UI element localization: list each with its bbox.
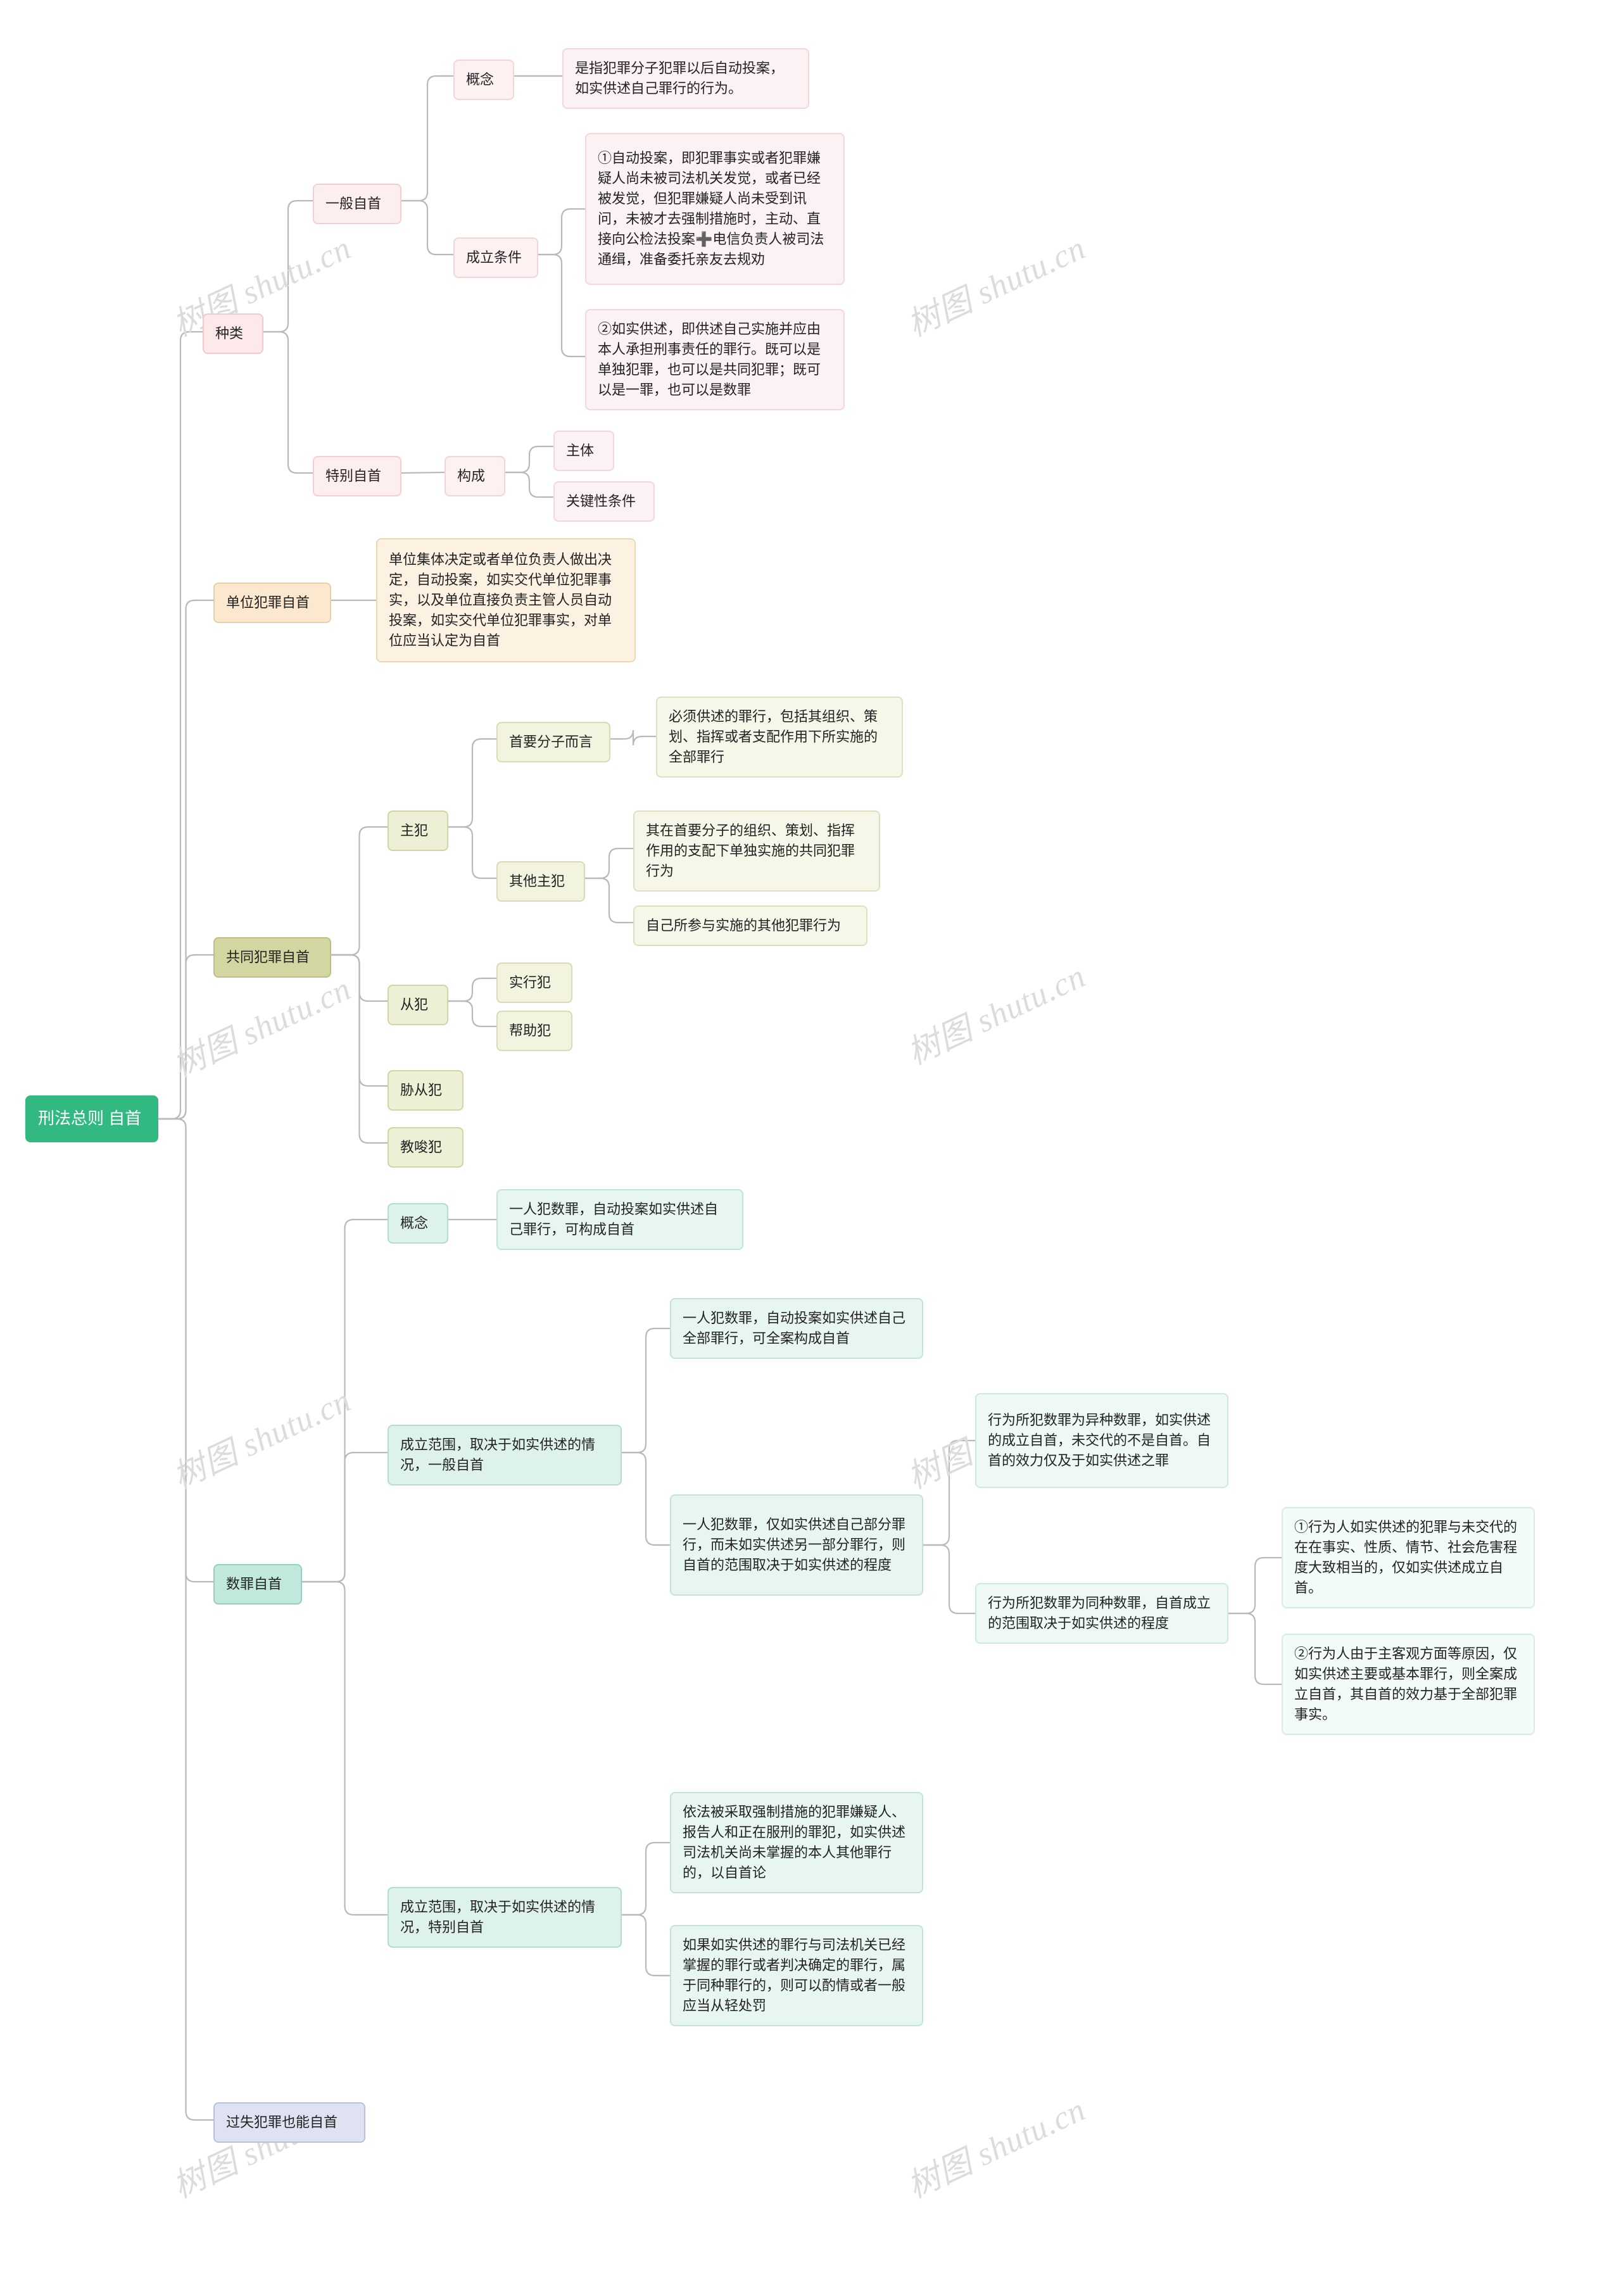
edge — [331, 827, 388, 955]
node-jiaosuofan: 教唆犯 — [388, 1127, 464, 1168]
edge — [923, 1441, 975, 1545]
edge — [448, 739, 496, 827]
node-fanwei1_1: 一人犯数罪，自动投案如实供述自己全部罪行，可全案构成自首 — [670, 1298, 923, 1359]
node-fanwei2_2: 如果如实供述的罪行与司法机关已经掌握的罪行或者判决确定的罪行，属于同种罪行的，则… — [670, 1925, 923, 2026]
node-danwei_txt: 单位集体决定或者单位负责人做出决定，自动投案，如实交代单位犯罪事实，以及单位直接… — [376, 538, 636, 662]
watermark: 树图 shutu.cn — [898, 950, 1092, 1074]
node-fanwei1_2_2_2: ②行为人由于主客观方面等原因，仅如实供述主要或基本罪行，则全案成立自首，其自首的… — [1282, 1634, 1535, 1735]
edge — [1228, 1558, 1282, 1613]
watermark: 树图 shutu.cn — [898, 222, 1092, 346]
node-tebie_goucheng: 构成 — [445, 456, 505, 496]
edge — [1228, 1613, 1282, 1684]
edge — [401, 201, 453, 255]
edge — [622, 1453, 670, 1545]
node-danwei: 单位犯罪自首 — [213, 583, 331, 623]
edge — [538, 209, 585, 255]
node-tebie_guanjian: 关键性条件 — [553, 481, 655, 522]
edge — [448, 1001, 496, 1026]
edge — [302, 1453, 388, 1582]
watermark: 树图 shutu.cn — [163, 2083, 357, 2207]
edge — [263, 332, 313, 473]
edge — [331, 955, 388, 1143]
node-bangzhufan: 帮助犯 — [496, 1011, 572, 1051]
node-zhufan: 主犯 — [388, 811, 448, 851]
edge — [302, 1220, 388, 1582]
edge — [158, 1119, 213, 2120]
node-root: 刑法总则 自首 — [25, 1095, 158, 1142]
edge — [401, 76, 453, 201]
mindmap-canvas: 树图 shutu.cn 树图 shutu.cn 树图 shutu.cn 树图 shut… — [0, 0, 1621, 2296]
node-shouyao_txt: 必须供述的罪行，包括其组织、策划、指挥或者支配作用下所实施的全部罪行 — [656, 697, 903, 778]
node-qitazhufan_2: 自己所参与实施的其他犯罪行为 — [633, 905, 867, 946]
edge — [401, 472, 445, 473]
edge — [610, 730, 656, 745]
node-fanwei1_2_2_1: ①行为人如实供述的犯罪与未交代的在在事实、性质、情节、社会危害程度大致相当的，仅… — [1282, 1507, 1535, 1608]
node-gongtong: 共同犯罪自首 — [213, 937, 331, 978]
node-fanwei1_2: 一人犯数罪，仅如实供述自己部分罪行，而未如实供述另一部分罪行，则自首的范围取决于… — [670, 1494, 923, 1596]
edge — [331, 955, 388, 1086]
edge — [585, 848, 633, 878]
node-shuzui_fanwei2: 成立范围，取决于如实供述的情况，特别自首 — [388, 1887, 622, 1948]
edge — [448, 978, 496, 1001]
node-yiban: 一般自首 — [313, 184, 401, 224]
node-fanwei1_2_2: 行为所犯数罪为同种数罪，自首成立的范围取决于如实供述的程度 — [975, 1583, 1228, 1644]
edge — [302, 1582, 388, 1915]
edge — [622, 1843, 670, 1915]
node-fanwei1_2_1: 行为所犯数罪为异种数罪，如实供述的成立自首，未交代的不是自首。自首的效力仅及于如… — [975, 1393, 1228, 1488]
node-yiban_gainian_txt: 是指犯罪分子犯罪以后自动投案，如实供述自己罪行的行为。 — [562, 48, 809, 109]
node-yiban_chengli_1: ①自动投案，即犯罪事实或者犯罪嫌疑人尚未被司法机关发觉，或者已经被发觉，但犯罪嫌… — [585, 133, 845, 285]
node-shixingfan: 实行犯 — [496, 962, 572, 1003]
node-shuzui_gainian_txt: 一人犯数罪，自动投案如实供述自己罪行，可构成自首 — [496, 1189, 743, 1250]
node-xiecongfan: 胁从犯 — [388, 1070, 464, 1111]
node-yiban_chengli: 成立条件 — [453, 237, 538, 278]
edge — [158, 600, 213, 1119]
edge — [158, 1119, 213, 1582]
node-shuzui: 数罪自首 — [213, 1564, 302, 1605]
node-zhonglei: 种类 — [203, 313, 263, 354]
edge — [923, 1545, 975, 1613]
edge — [622, 1915, 670, 1976]
edge — [331, 955, 388, 1001]
node-fanwei2_1: 依法被采取强制措施的犯罪嫌疑人、报告人和正在服刑的罪犯，如实供述司法机关尚未掌握… — [670, 1792, 923, 1893]
node-tebie: 特别自首 — [313, 456, 401, 496]
node-shuzui_gainian: 概念 — [388, 1203, 448, 1244]
node-guoshi: 过失犯罪也能自首 — [213, 2102, 365, 2143]
watermark: 树图 shutu.cn — [163, 1374, 357, 1498]
node-shouyao: 首要分子而言 — [496, 722, 610, 762]
edge — [505, 446, 553, 472]
node-tebie_zhuti: 主体 — [553, 431, 614, 471]
edge — [538, 255, 585, 356]
node-shuzui_fanwei1: 成立范围，取决于如实供述的情况，一般自首 — [388, 1425, 622, 1485]
node-congfan: 从犯 — [388, 985, 448, 1025]
watermark: 树图 shutu.cn — [163, 962, 357, 1087]
node-yiban_gainian: 概念 — [453, 60, 514, 100]
node-qitazhufan: 其他主犯 — [496, 861, 585, 902]
edge — [622, 1328, 670, 1453]
edge — [158, 332, 203, 1119]
edge — [448, 827, 496, 878]
node-qitazhufan_1: 其在首要分子的组织、策划、指挥作用的支配下单独实施的共同犯罪行为 — [633, 811, 880, 892]
edge — [505, 472, 553, 497]
node-yiban_chengli_2: ②如实供述，即供述自己实施并应由本人承担刑事责任的罪行。既可以是单独犯罪，也可以… — [585, 309, 845, 410]
edge — [585, 878, 633, 923]
edge — [263, 201, 313, 332]
watermark: 树图 shutu.cn — [898, 2083, 1092, 2207]
edge — [158, 955, 213, 1119]
